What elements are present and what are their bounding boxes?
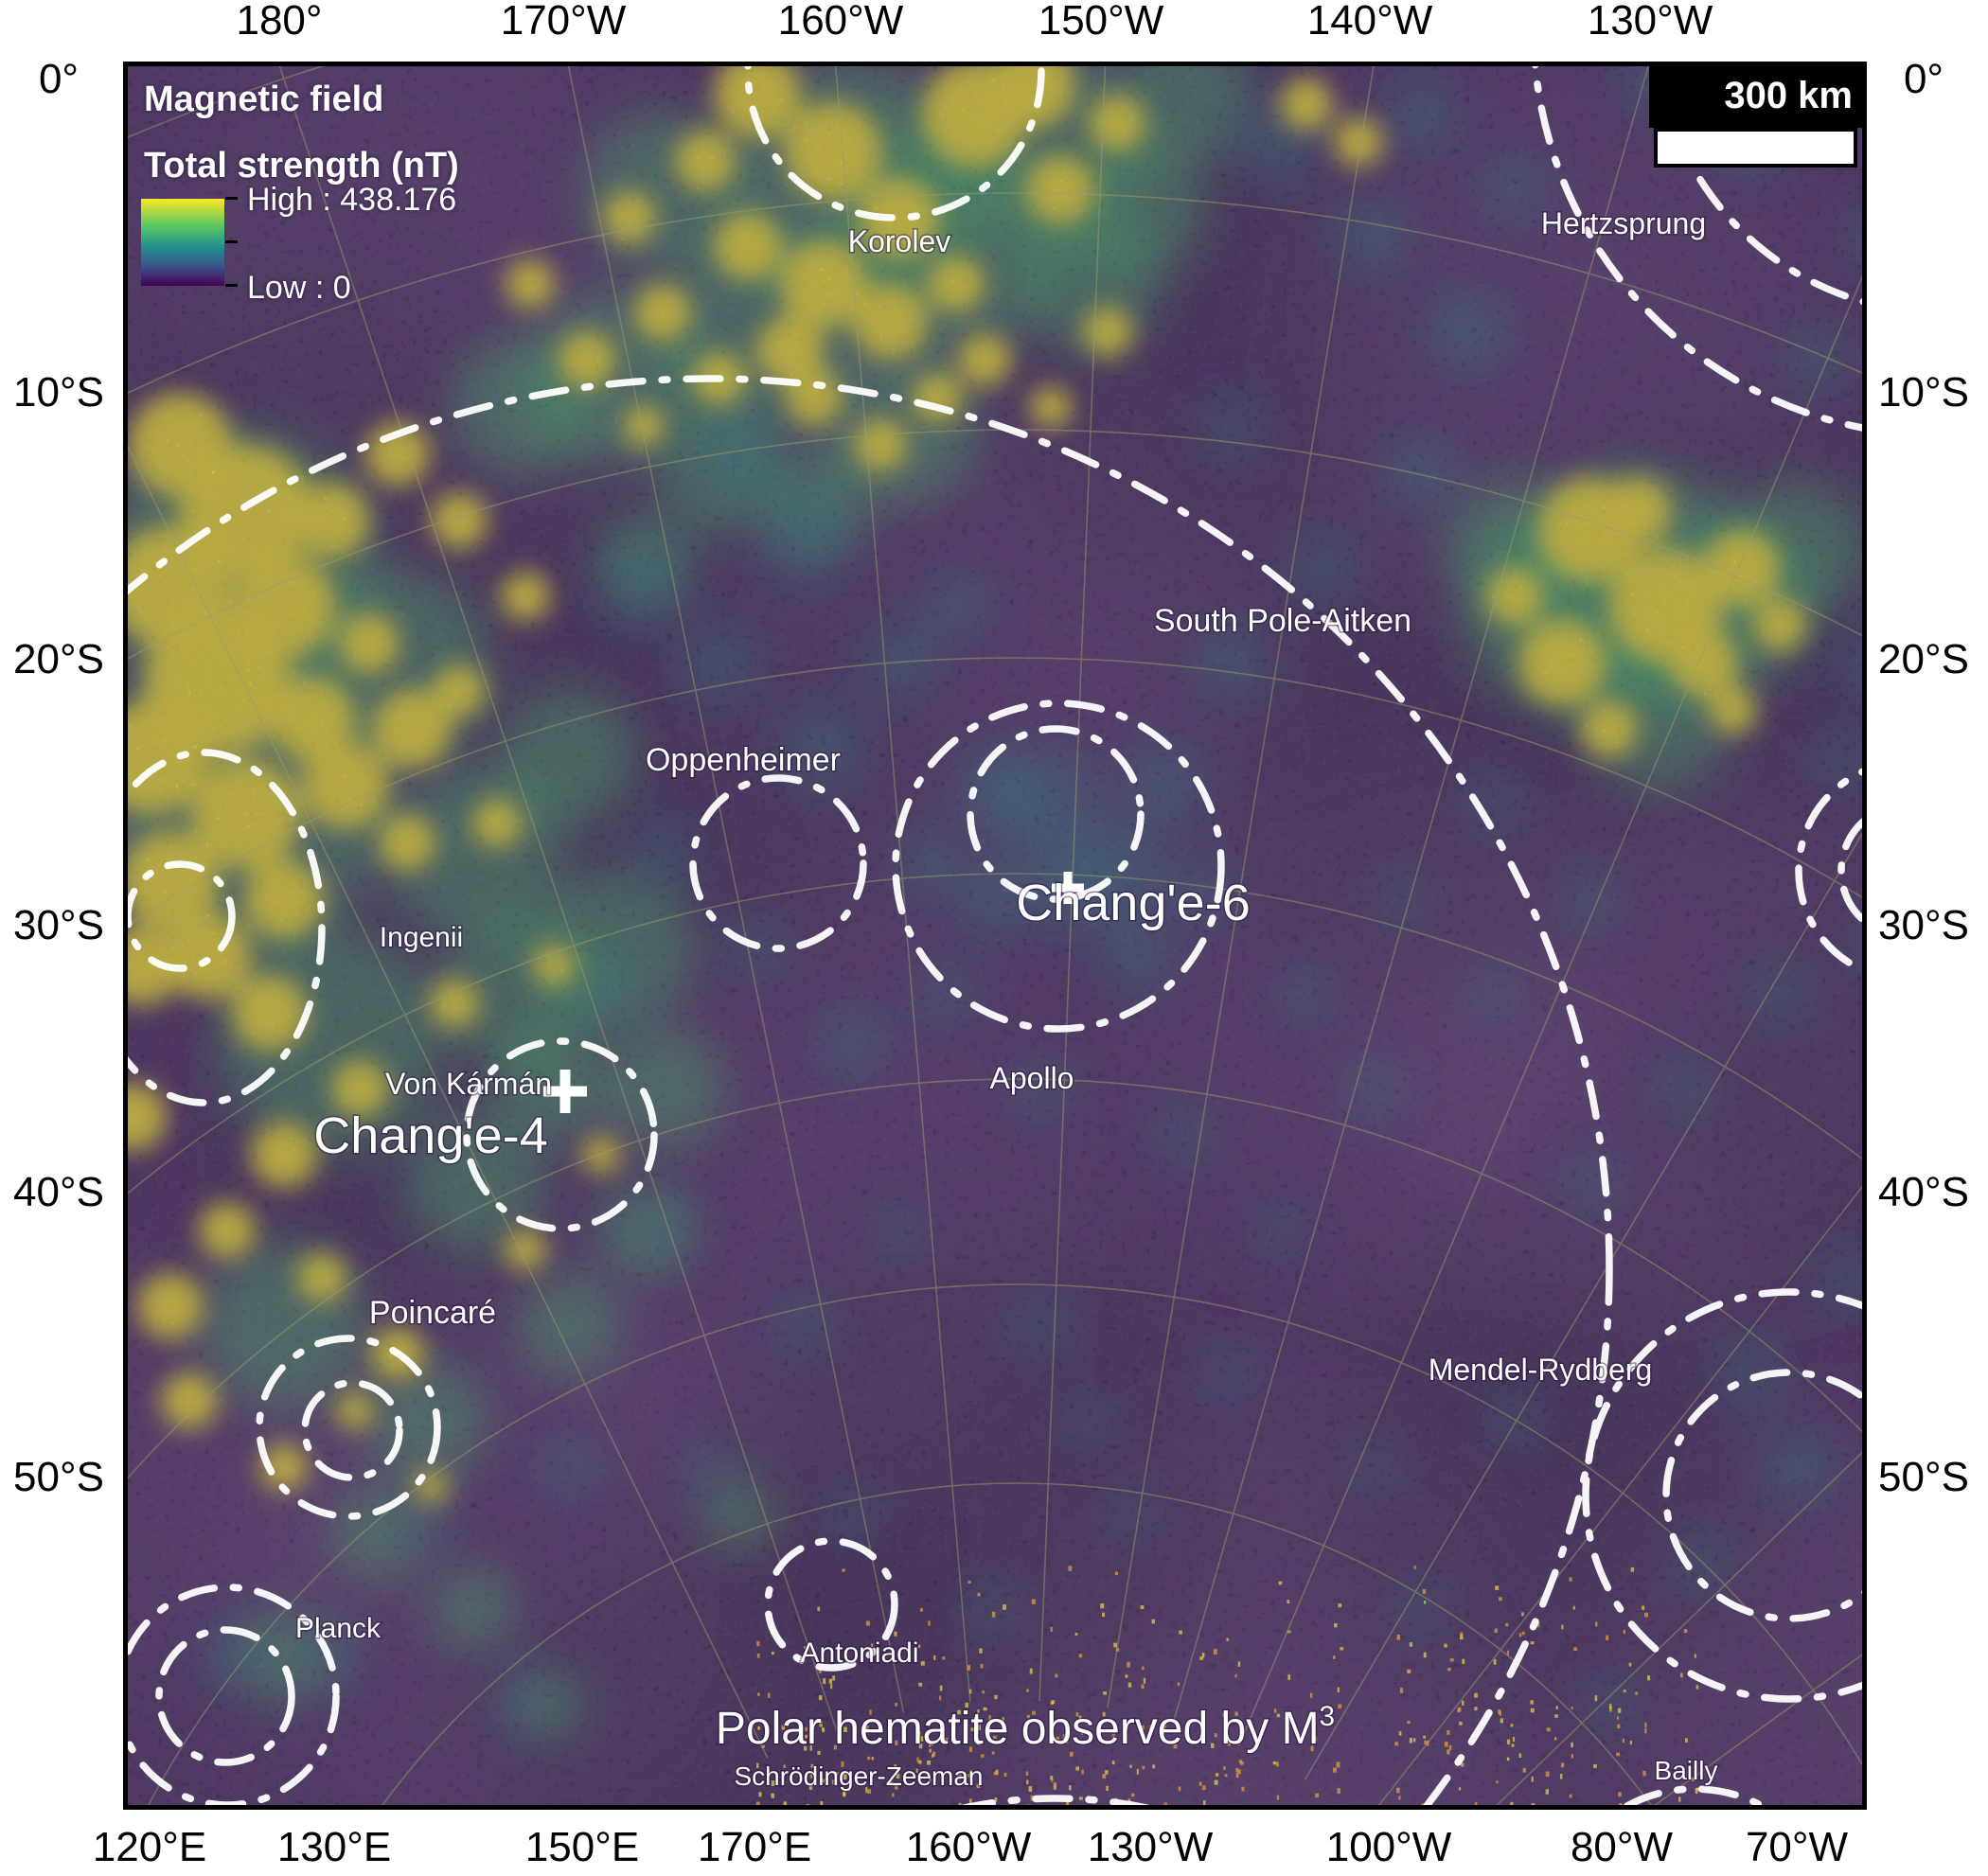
axis-top-label: 180°	[236, 0, 323, 44]
label-polar-hematite: Polar hematite observed by M3	[716, 1701, 1335, 1754]
map-layers: Korolev Hertzsprung South Pole-Aitken Oppen…	[128, 66, 1862, 1805]
label-south-pole-aitken: South Pole-Aitken	[1154, 603, 1411, 639]
axis-bottom-label: 100°W	[1325, 1824, 1452, 1870]
axis-right-label: 0°	[1903, 56, 1944, 102]
label-schrodinger-zeeman: Schrödinger-Zeeman	[734, 1761, 983, 1791]
label-bailly: Bailly	[1655, 1756, 1718, 1785]
oppenheimer-rim	[689, 774, 867, 952]
label-apollo: Apollo	[990, 1061, 1074, 1095]
axis-top-label: 160°W	[777, 0, 904, 44]
right-edge-rim-outer	[1795, 768, 1862, 974]
legend-subtitle: Total strength (nT)	[144, 146, 459, 186]
axis-left-label: 0°	[38, 56, 80, 102]
legend-color-ramp	[141, 199, 224, 286]
label-korolev: Korolev	[848, 224, 951, 258]
scale-bar-segment	[1654, 128, 1857, 168]
korolev-rim	[744, 66, 1045, 221]
label-mendel-rydberg: Mendel-Rydberg	[1429, 1353, 1653, 1387]
label-antoniadi: Antoniadi	[800, 1637, 918, 1669]
axis-left-label: 50°S	[13, 1454, 104, 1500]
right-edge-rim-inner	[1837, 818, 1862, 924]
ingenii-rim-outer	[128, 749, 326, 1106]
axis-right-label: 40°S	[1878, 1169, 1969, 1215]
axis-bottom-label: 130°W	[1087, 1824, 1214, 1870]
label-change6: Chang'e-6	[1016, 875, 1250, 931]
label-von-karman: Von Kármán	[385, 1067, 552, 1101]
axis-top-label: 140°W	[1306, 0, 1433, 44]
axis-bottom-label: 150°E	[524, 1824, 640, 1870]
axis-bottom-label: 70°W	[1745, 1824, 1849, 1870]
von-karman-rim	[463, 1037, 658, 1232]
map-frame: Korolev Hertzsprung South Pole-Aitken Oppen…	[123, 62, 1867, 1810]
legend-tick	[225, 197, 238, 200]
axis-left-label: 40°S	[13, 1169, 104, 1215]
legend-tick	[225, 284, 238, 287]
axis-bottom-label: 120°E	[92, 1824, 207, 1870]
axis-right-label: 20°S	[1878, 636, 1969, 682]
crater-rims	[128, 66, 1862, 1805]
map-labels: Korolev Hertzsprung South Pole-Aitken Oppen…	[293, 205, 1718, 1793]
axis-bottom-label: 160°W	[905, 1824, 1032, 1870]
axis-left-label: 30°S	[13, 902, 104, 948]
axis-bottom-label: 170°E	[697, 1824, 812, 1870]
legend-title: Magnetic field	[144, 80, 384, 119]
label-oppenheimer: Oppenheimer	[646, 742, 841, 778]
legend-low-label: Low : 0	[247, 270, 351, 306]
schrodinger-zeeman-rim	[961, 1795, 1150, 1805]
axis-bottom-label: 130°E	[276, 1824, 392, 1870]
planck-rim-outer	[128, 1584, 340, 1805]
axis-bottom-label: 80°W	[1570, 1824, 1674, 1870]
label-ingenii: Ingenii	[380, 922, 463, 953]
map-inner: Korolev Hertzsprung South Pole-Aitken Oppen…	[128, 66, 1862, 1805]
poincare-rim-outer	[256, 1335, 441, 1520]
axis-right-label: 10°S	[1878, 369, 1969, 416]
planck-rim-inner	[155, 1626, 295, 1766]
south-pole-aitken-rim	[128, 375, 1613, 1805]
legend-high-label: High : 438.176	[247, 182, 457, 218]
axis-top-label: 170°W	[500, 0, 627, 44]
apollo-rim-outer	[892, 699, 1225, 1033]
legend-tick	[225, 240, 238, 243]
axis-left-label: 10°S	[13, 369, 104, 416]
polar-hematite-speckles	[756, 1566, 1699, 1805]
graticule	[128, 66, 1862, 1805]
scale-bar-label: 300 km	[1649, 66, 1862, 128]
poincare-rim-inner	[301, 1379, 403, 1481]
axis-top-label: 130°W	[1587, 0, 1713, 44]
apollo-rim-inner	[967, 725, 1145, 903]
label-poincare: Poincaré	[369, 1295, 496, 1331]
axis-right-label: 30°S	[1878, 902, 1969, 948]
label-change4: Chang'e-4	[313, 1107, 547, 1164]
landing-site-markers	[543, 872, 1084, 1113]
mendel-rydberg-rim-outer	[1582, 1288, 1862, 1703]
label-hertzsprung: Hertzsprung	[1541, 206, 1706, 240]
mendel-rydberg-rim-inner	[1662, 1369, 1862, 1622]
lunar-map-canvas: Korolev Hertzsprung South Pole-Aitken Oppen…	[128, 66, 1862, 1805]
antoniadi-rim	[764, 1537, 898, 1672]
label-planck: Planck	[295, 1613, 382, 1644]
ingenii-rim-inner	[128, 860, 236, 972]
axis-left-label: 20°S	[13, 636, 104, 682]
axis-top-label: 150°W	[1038, 0, 1164, 44]
axis-right-label: 50°S	[1878, 1454, 1969, 1500]
